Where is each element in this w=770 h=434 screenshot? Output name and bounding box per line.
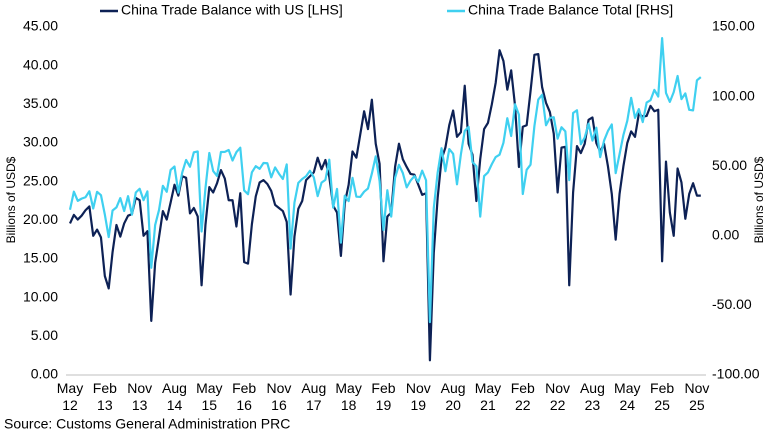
x-tick-label: Aug 20 (440, 380, 466, 413)
x-tick-label: Nov 19 (405, 380, 431, 413)
x-tick-label: May 12 (56, 380, 84, 413)
y-tick-label: 15.00 (23, 250, 58, 266)
y2-tick-label: -50.00 (712, 296, 752, 312)
x-tick-label: Feb 25 (650, 380, 675, 413)
legend-label: China Trade Balance Total [RHS] (468, 2, 673, 18)
x-tick-label: May 24 (614, 380, 641, 413)
x-tick-label: Aug 23 (579, 380, 605, 413)
y2-tick-label: 50.00 (712, 157, 747, 173)
x-tick-label: Aug 17 (301, 380, 327, 413)
x-tick-label: Aug 14 (162, 380, 187, 413)
y2-tick-label: 0.00 (712, 227, 739, 243)
x-tick-label: Nov 13 (127, 380, 153, 413)
y2-axis-title: Billions of USD$ (752, 156, 766, 243)
y-tick-label: 25.00 (23, 172, 58, 188)
y-axis-title: Billions of USD$ (4, 156, 18, 243)
y-tick-label: 30.00 (23, 134, 58, 150)
series-line (68, 37, 702, 324)
y2-tick-label: 100.00 (712, 87, 755, 103)
x-tick-label: Nov 22 (545, 380, 571, 413)
y-tick-label: 5.00 (31, 327, 58, 343)
x-tick-label: May 21 (474, 380, 502, 413)
source-note: Source: Customs General Administration P… (4, 416, 290, 432)
y-tick-label: 0.00 (31, 366, 58, 382)
x-tick-label: Nov 16 (266, 380, 292, 413)
x-tick-label: Feb 19 (371, 380, 396, 413)
x-tick-label: Nov 25 (684, 380, 710, 413)
x-tick-label: Feb 16 (232, 380, 257, 413)
y-tick-label: 20.00 (23, 211, 58, 227)
y2-tick-label: 150.00 (712, 18, 755, 34)
y-tick-label: 10.00 (23, 288, 58, 304)
y-tick-label: 40.00 (23, 56, 58, 72)
x-tick-label: May 15 (196, 380, 223, 413)
x-tick-label: Feb 13 (92, 380, 117, 413)
series-line (68, 49, 701, 362)
x-tick-label: Feb 22 (510, 380, 535, 413)
x-tick-label: May 18 (335, 380, 362, 413)
y-tick-label: 45.00 (23, 18, 58, 34)
y-tick-label: 35.00 (23, 95, 58, 111)
y2-tick-label: -100.00 (712, 366, 760, 382)
legend-label: China Trade Balance with US [LHS] (121, 2, 343, 18)
